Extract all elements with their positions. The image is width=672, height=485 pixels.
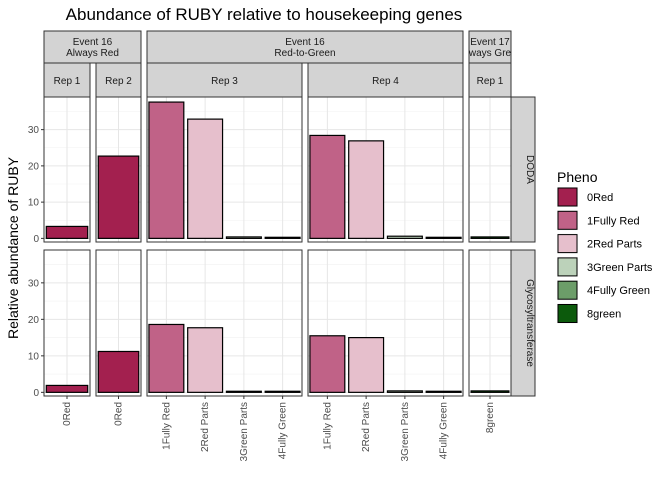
row-strip — [510, 249, 536, 397]
bar — [45, 384, 89, 393]
y-tick-label: 20 — [28, 161, 40, 172]
rep-strip — [95, 62, 142, 98]
x-tick-label: 0Red — [62, 402, 73, 426]
panel-border — [307, 249, 464, 397]
bar — [45, 225, 89, 239]
bar — [264, 390, 301, 393]
bar — [386, 235, 423, 239]
legend-swatch — [557, 257, 578, 277]
bar — [97, 350, 140, 393]
y-tick-label: 10 — [28, 351, 40, 362]
x-tick-label: 8green — [485, 402, 496, 433]
x-tick-label: 3Green Parts — [239, 402, 250, 461]
legend-swatch — [557, 210, 578, 230]
legend-swatch — [557, 234, 578, 254]
chart-title: Abundance of RUBY relative to housekeepi… — [66, 5, 463, 24]
legend-label: 1Fully Red — [587, 215, 640, 227]
bar — [225, 236, 262, 239]
row-strip-label: Glycosyltransferase — [524, 279, 535, 367]
group-strip — [146, 30, 464, 64]
bar — [386, 390, 423, 393]
legend-label: 8green — [587, 309, 621, 321]
rep-strip-label: Rep 3 — [211, 76, 238, 87]
bar — [348, 337, 385, 393]
panel-border — [307, 96, 464, 243]
row-strip-label: DODA — [524, 155, 535, 184]
legend-swatch — [557, 280, 578, 300]
y-tick-label: 20 — [28, 315, 40, 326]
rep-strip-label: Rep 1 — [477, 76, 504, 87]
x-tick-label: 2Red Parts — [361, 402, 372, 452]
panel-border — [146, 96, 303, 243]
legend[interactable]: Pheno 0Red 1Fully Red 2Red Parts 3Green Part… — [557, 169, 653, 324]
legend-item[interactable]: 3Green Parts — [557, 256, 653, 277]
panel-border — [43, 96, 91, 243]
bar — [470, 236, 510, 239]
bar — [148, 323, 185, 393]
bar — [309, 134, 346, 239]
rep-strip — [307, 62, 464, 98]
bar — [309, 335, 346, 393]
group-strip — [43, 30, 142, 64]
x-tick-label: 4Fully Green — [278, 402, 289, 459]
rep-strip-label: Rep 4 — [372, 76, 399, 87]
legend-label: 4Fully Green — [587, 285, 650, 297]
plot-area: Event 16 Always Red Event 16 Red-to-Green Ev… — [28, 30, 536, 461]
bar — [187, 327, 224, 393]
panel-border — [146, 249, 303, 397]
panel-border — [95, 96, 142, 243]
rep-strip-label: Rep 1 — [54, 76, 81, 87]
bar — [148, 101, 185, 239]
y-tick-label: 30 — [28, 125, 40, 136]
bar — [348, 140, 385, 239]
bar — [425, 236, 462, 239]
legend-swatch — [557, 304, 578, 323]
legend-label: 0Red — [587, 192, 613, 204]
legend-label: 2Red Parts — [587, 239, 643, 251]
bar — [187, 118, 224, 239]
y-tick-label: 0 — [33, 234, 39, 245]
rep-strip — [146, 62, 303, 98]
x-tick-label: 1Fully Red — [322, 402, 333, 450]
group-strip-label: Event 16 Red-to-Green — [274, 37, 335, 59]
legend-swatch — [557, 187, 578, 207]
x-tick-label: 4Fully Green — [439, 402, 450, 459]
x-tick-label: 0Red — [114, 402, 125, 426]
legend-item[interactable]: 0Red — [557, 187, 613, 207]
y-tick-label: 10 — [28, 198, 40, 209]
x-tick-label: 3Green Parts — [400, 402, 411, 461]
group-strip-label: Event 16 Always Red — [66, 37, 119, 59]
bar — [425, 390, 462, 393]
row-strip — [510, 96, 536, 243]
legend-item[interactable]: 8green — [557, 303, 621, 324]
group-strip-label: Event 17 ways Gre — [468, 37, 512, 59]
bar — [225, 390, 262, 393]
bar — [97, 155, 140, 239]
legend-item[interactable]: 4Fully Green — [557, 280, 650, 301]
rep-strip-label: Rep 2 — [105, 76, 132, 87]
y-tick-label: 0 — [33, 388, 39, 399]
legend-label: 3Green Parts — [587, 262, 653, 274]
bar — [264, 236, 301, 239]
x-tick-label: 2Red Parts — [200, 402, 211, 452]
x-tick-label: 1Fully Red — [161, 402, 172, 450]
y-axis-label: Relative abundance of RUBY — [5, 156, 21, 339]
rep-strip — [468, 62, 512, 98]
legend-title: Pheno — [557, 169, 598, 185]
bar — [470, 390, 510, 393]
rep-strip — [43, 62, 91, 98]
y-tick-label: 30 — [28, 278, 40, 289]
legend-item[interactable]: 2Red Parts — [557, 233, 643, 254]
legend-item[interactable]: 1Fully Red — [557, 210, 640, 231]
